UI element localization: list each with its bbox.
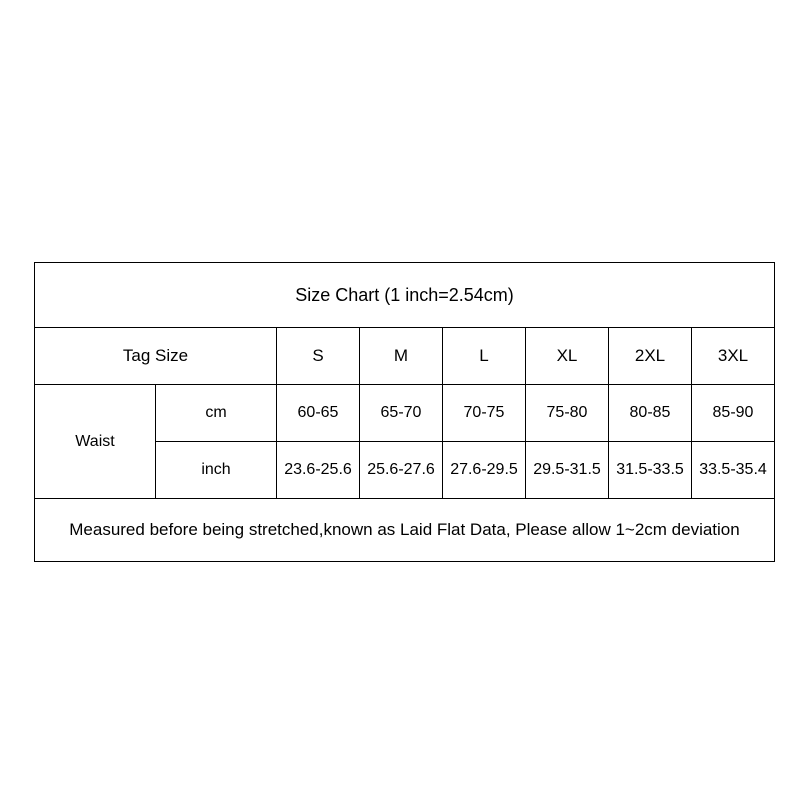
footer-note: Measured before being stretched,known as… [35,499,775,562]
cm-3xl: 85-90 [692,385,775,442]
size-header-m: M [360,328,443,385]
size-header-xl: XL [526,328,609,385]
cm-xl: 75-80 [526,385,609,442]
unit-inch: inch [156,442,277,499]
inch-s: 23.6-25.6 [277,442,360,499]
waist-cm-row: Waist cm 60-65 65-70 70-75 75-80 80-85 8… [35,385,775,442]
cm-s: 60-65 [277,385,360,442]
cm-2xl: 80-85 [609,385,692,442]
inch-l: 27.6-29.5 [443,442,526,499]
inch-m: 25.6-27.6 [360,442,443,499]
unit-cm: cm [156,385,277,442]
tag-size-header: Tag Size [35,328,277,385]
size-chart-table: Size Chart (1 inch=2.54cm) Tag Size S M … [34,262,775,562]
cm-l: 70-75 [443,385,526,442]
header-row: Tag Size S M L XL 2XL 3XL [35,328,775,385]
measure-label: Waist [35,385,156,499]
size-header-2xl: 2XL [609,328,692,385]
size-header-3xl: 3XL [692,328,775,385]
size-header-l: L [443,328,526,385]
inch-2xl: 31.5-33.5 [609,442,692,499]
footer-row: Measured before being stretched,known as… [35,499,775,562]
chart-title: Size Chart (1 inch=2.54cm) [35,263,775,328]
inch-3xl: 33.5-35.4 [692,442,775,499]
inch-xl: 29.5-31.5 [526,442,609,499]
cm-m: 65-70 [360,385,443,442]
size-header-s: S [277,328,360,385]
title-row: Size Chart (1 inch=2.54cm) [35,263,775,328]
